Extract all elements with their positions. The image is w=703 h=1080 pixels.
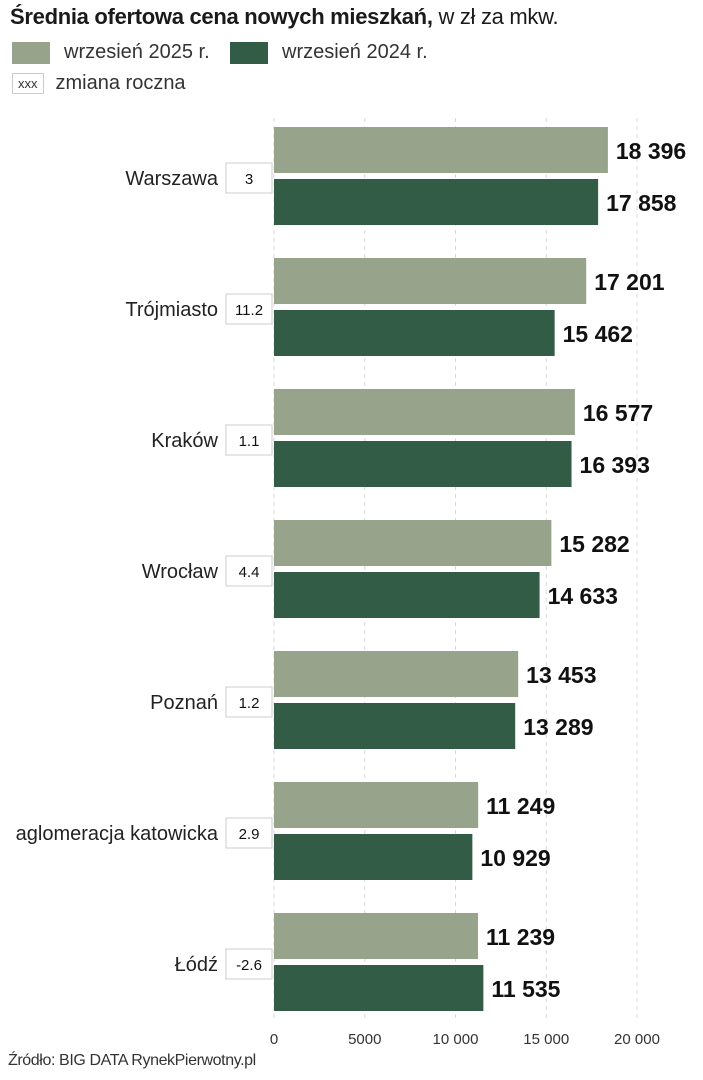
legend-swatch-2024 (230, 41, 268, 64)
bar-2025 (274, 389, 575, 435)
change-box (225, 162, 273, 194)
x-tick-label: 15 000 (523, 1031, 569, 1048)
bar-2025 (274, 651, 519, 697)
title-main: Średnia ofertowa cena nowych mieszkań, (10, 4, 433, 29)
value-label: 11 239 (486, 924, 555, 950)
category-label: Łódź (175, 954, 218, 976)
value-label: 15 282 (559, 531, 629, 557)
bar-2025 (274, 913, 478, 959)
value-label: 16 577 (583, 400, 653, 426)
change-value: 4.4 (239, 564, 260, 581)
bar-2024 (274, 834, 473, 880)
chart-title: Średnia ofertowa cena nowych mieszkań, w… (10, 4, 559, 30)
value-label: 14 633 (548, 583, 618, 609)
value-label: 16 393 (580, 452, 650, 478)
change-value: 3 (245, 171, 253, 188)
legend-2024: wrzesień 2024 r. (230, 41, 428, 64)
change-value: 1.2 (239, 695, 260, 712)
legend-change: xxx zmiana roczna (12, 72, 186, 95)
x-tick-label: 0 (270, 1031, 278, 1048)
category-label: Kraków (151, 430, 218, 452)
legend-swatch-2025 (12, 41, 50, 64)
bar-2024 (274, 441, 572, 487)
value-label: 13 289 (523, 714, 593, 740)
change-box (225, 686, 273, 718)
legend-2025: wrzesień 2025 r. (12, 41, 210, 64)
legend-change-box: xxx (12, 73, 44, 94)
value-label: 11 535 (491, 976, 560, 1002)
bar-2025 (274, 782, 479, 828)
change-value: 11.2 (235, 302, 263, 319)
x-tick-label: 10 000 (433, 1031, 479, 1048)
value-label: 15 462 (563, 321, 633, 347)
bar-2024 (274, 572, 540, 618)
legend-change-label: zmiana roczna (55, 72, 186, 94)
change-box (225, 817, 273, 849)
change-box (225, 424, 273, 456)
category-label: Poznań (150, 692, 218, 714)
value-label: 17 201 (594, 269, 665, 295)
value-label: 13 453 (526, 662, 596, 688)
change-value: -2.6 (236, 957, 262, 974)
bar-2024 (274, 179, 599, 225)
change-box (225, 293, 273, 325)
change-value: 2.9 (239, 826, 260, 843)
legend-label-2024: wrzesień 2024 r. (282, 41, 428, 63)
change-box (225, 948, 273, 980)
legend-label-2025: wrzesień 2025 r. (64, 41, 210, 63)
bar-2025 (274, 520, 552, 566)
bar-2025 (274, 258, 587, 304)
value-label: 10 929 (480, 845, 550, 871)
x-tick-label: 20 000 (614, 1031, 660, 1048)
category-label: Trójmiasto (125, 299, 218, 321)
change-value: 1.1 (239, 433, 260, 450)
bar-2024 (274, 703, 516, 749)
category-label: aglomeracja katowicka (16, 823, 219, 845)
bar-2024 (274, 310, 555, 356)
bar-2025 (274, 127, 608, 173)
title-sub: w zł za mkw. (438, 4, 559, 29)
change-box (225, 555, 273, 587)
value-label: 17 858 (606, 190, 677, 216)
value-label: 18 396 (616, 138, 686, 164)
value-label: 11 249 (486, 793, 555, 819)
category-label: Wrocław (142, 561, 219, 583)
category-label: Warszawa (125, 168, 218, 190)
bar-2024 (274, 965, 484, 1011)
x-tick-label: 5000 (348, 1031, 381, 1048)
source-note: Źródło: BIG DATA RynekPierwotny.pl (8, 1052, 256, 1069)
